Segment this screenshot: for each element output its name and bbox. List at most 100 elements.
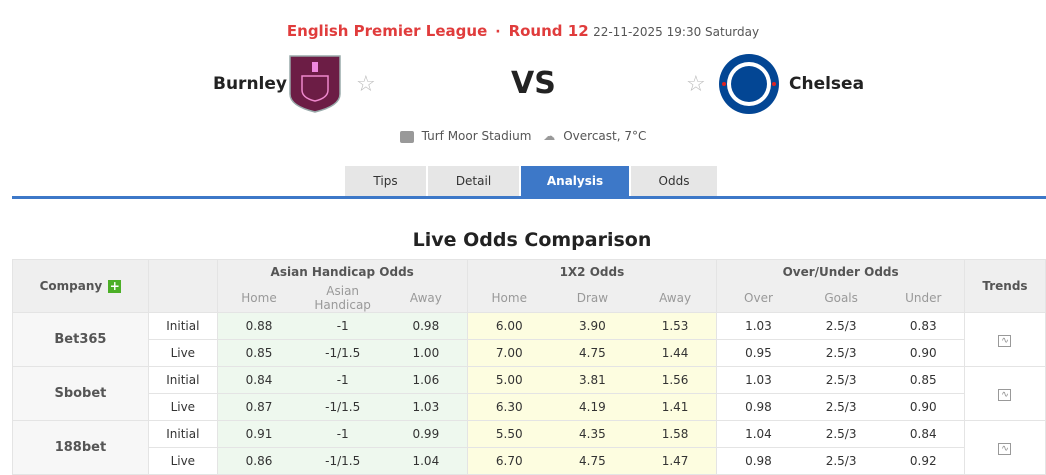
subheader: Away [385, 283, 468, 313]
away-team-name[interactable]: Chelsea [789, 74, 865, 94]
odds-value: 1.44 [633, 338, 718, 367]
vs-label: VS [511, 66, 556, 101]
home-team-name[interactable]: Burnley [213, 74, 287, 94]
subheader: Home [216, 283, 301, 313]
odds-value: 0.91 [216, 419, 301, 448]
odds-value: 2.5/3 [799, 419, 883, 448]
stadium-icon [399, 130, 414, 143]
odds-value: -1/1.5 [300, 338, 386, 367]
odds-value: -1/1.5 [300, 392, 386, 421]
odds-value: 0.84 [216, 365, 301, 394]
subheader: Asian Handicap [300, 283, 386, 313]
match-header: English Premier League · Round 12 22-11-20… [0, 22, 1046, 40]
odds-value: 1.03 [385, 392, 468, 421]
odds-value: 1.04 [716, 419, 800, 448]
burnley-logo-icon [289, 55, 341, 113]
odds-value: 1.04 [385, 446, 468, 475]
company-name[interactable]: Sbobet [12, 365, 149, 421]
tab-underline [12, 196, 1046, 199]
odds-value: 0.90 [882, 338, 965, 367]
odds-value: 1.06 [385, 365, 468, 394]
section-title: Live Odds Comparison [412, 229, 652, 251]
odds-value: 0.90 [882, 392, 965, 421]
odds-value: 4.75 [550, 338, 634, 367]
odds-value: 0.99 [385, 419, 468, 448]
trend-chart-icon[interactable]: ∿ [963, 311, 1046, 367]
odds-value: 5.00 [466, 365, 551, 394]
odds-type: Initial [147, 365, 218, 394]
odds-value: 6.70 [466, 446, 551, 475]
odds-value: 4.35 [550, 419, 634, 448]
odds-value: 1.00 [385, 338, 468, 367]
odds-value: 1.58 [633, 419, 718, 448]
odds-value: 0.84 [882, 419, 965, 448]
favorite-home-star-icon[interactable]: ☆ [356, 72, 376, 97]
add-company-icon[interactable]: + [108, 278, 122, 293]
league-name[interactable]: English Premier League [286, 22, 488, 40]
odds-table: Company + Asian Handicap Odds 1X2 Odds Ov… [12, 259, 1046, 475]
odds-value: 0.87 [216, 392, 301, 421]
subheader: Home [466, 283, 551, 313]
odds-value: 2.5/3 [799, 365, 883, 394]
odds-value: 0.88 [216, 311, 301, 340]
1x2-header: 1X2 Odds [466, 259, 718, 284]
odds-value: 0.85 [882, 365, 965, 394]
chelsea-logo-icon [719, 54, 779, 114]
odds-value: 0.98 [716, 392, 800, 421]
odds-type: Live [147, 392, 218, 421]
odds-value: 2.5/3 [799, 392, 883, 421]
odds-value: 1.03 [716, 365, 800, 394]
odds-value: 6.30 [466, 392, 551, 421]
table-row: Live 0.85 -1/1.5 1.00 7.00 4.75 1.44 0.95 2.5/3 0… [13, 338, 1046, 367]
odds-value: 3.90 [550, 311, 634, 340]
table-row: 188bet Initial 0.91 -1 0.99 5.50 4.35 1.58 1.04 2… [12, 419, 1046, 475]
tab-detail[interactable]: Detail [428, 166, 519, 196]
odds-value: -1 [300, 419, 386, 448]
match-datetime: 22-11-2025 19:30 Saturday [593, 25, 760, 39]
odds-value: 1.56 [633, 365, 718, 394]
table-row: Live 0.86 -1/1.5 1.04 6.70 4.75 1.47 0.98 2.5/3 0… [13, 446, 1046, 475]
odds-value: 0.86 [216, 446, 301, 475]
trend-chart-icon[interactable]: ∿ [963, 365, 1046, 421]
weather: Overcast, 7°C [563, 129, 647, 143]
odds-value: 1.03 [716, 311, 800, 340]
odds-value: 5.50 [466, 419, 551, 448]
odds-value: 4.75 [550, 446, 634, 475]
trend-chart-icon[interactable]: ∿ [963, 419, 1046, 475]
odds-type: Initial [147, 311, 218, 340]
table-row: Sbobet Initial 0.84 -1 1.06 5.00 3.81 1.56 1.03 2… [12, 365, 1046, 421]
odds-value: 1.47 [633, 446, 718, 475]
asian-handicap-header: Asian Handicap Odds [216, 259, 468, 284]
odds-type: Live [147, 446, 218, 475]
subheader: Over [716, 283, 800, 313]
separator-dot: · [495, 24, 501, 40]
company-name[interactable]: Bet365 [12, 311, 149, 367]
subheader: Goals [799, 283, 883, 313]
odds-value: 0.98 [716, 446, 800, 475]
odds-value: 2.5/3 [799, 311, 883, 340]
tab-tips[interactable]: Tips [345, 166, 426, 196]
tab-odds[interactable]: Odds [631, 166, 717, 196]
odds-value: 7.00 [466, 338, 551, 367]
company-label: Company [39, 278, 103, 293]
table-row: Bet365 Initial 0.88 -1 0.98 6.00 3.90 1.53 1.03 2… [12, 311, 1046, 367]
odds-value: 6.00 [466, 311, 551, 340]
odds-type: Initial [147, 419, 218, 448]
subheader: Away [633, 283, 718, 313]
odds-value: 1.53 [633, 311, 718, 340]
company-name[interactable]: 188bet [12, 419, 149, 475]
odds-value: 2.5/3 [799, 446, 883, 475]
odds-value: 2.5/3 [799, 338, 883, 367]
type-header [147, 259, 218, 313]
odds-value: -1 [300, 311, 386, 340]
favorite-away-star-icon[interactable]: ☆ [686, 72, 706, 97]
odds-value: 4.19 [550, 392, 634, 421]
odds-value: 1.41 [633, 392, 718, 421]
match-info: Turf Moor Stadium ☁ Overcast, 7°C [0, 129, 1046, 143]
subheader: Draw [550, 283, 634, 313]
tab-analysis[interactable]: Analysis [521, 166, 629, 196]
cloud-icon: ☁ [543, 129, 556, 143]
subheader: Under [882, 283, 965, 313]
odds-value: 0.85 [216, 338, 301, 367]
odds-value: 3.81 [550, 365, 634, 394]
